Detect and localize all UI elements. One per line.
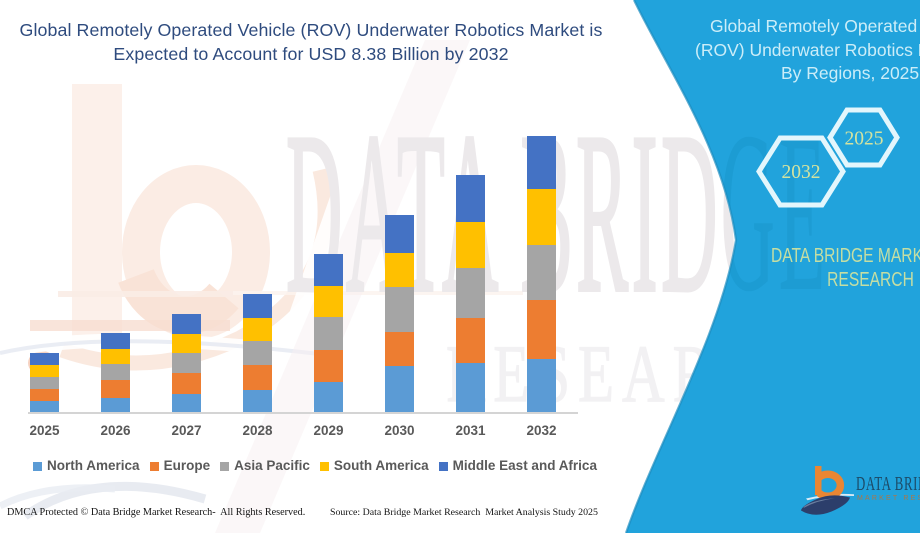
svg-text:2032: 2032 xyxy=(782,162,821,183)
svg-text:DATA BRIDGE: DATA BRIDGE xyxy=(291,85,829,340)
svg-text:2025: 2025 xyxy=(845,129,884,150)
